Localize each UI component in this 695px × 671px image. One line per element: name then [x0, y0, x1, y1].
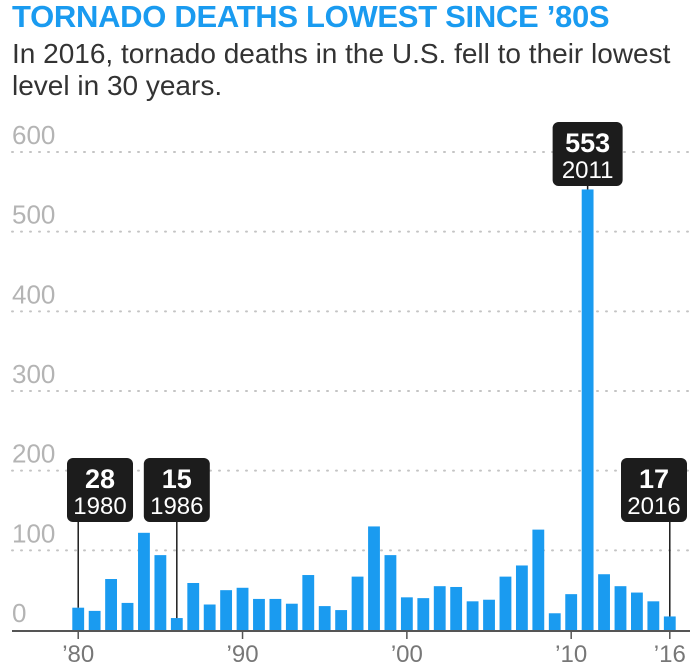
bar-1981 [88, 610, 101, 630]
bar-2012 [598, 574, 610, 630]
bar-1999 [384, 555, 397, 630]
callout-year: 2016 [627, 493, 680, 520]
bar-2011 [581, 189, 594, 630]
x-tick-label: ’00 [391, 641, 423, 668]
bar-2003 [450, 586, 463, 630]
y-tick-label: 300 [12, 359, 55, 389]
bar-1996 [335, 610, 348, 630]
bar-1982 [105, 579, 117, 630]
bar-1991 [253, 598, 265, 630]
x-tick-label: ’16 [654, 641, 686, 668]
bar-1985 [154, 555, 167, 630]
bar-2007 [515, 565, 528, 630]
x-tick-label: ’10 [555, 641, 587, 668]
bar-1984 [138, 532, 150, 630]
bar-1994 [302, 575, 315, 630]
callout-box [621, 458, 687, 522]
callout-year: 2011 [562, 157, 614, 184]
bar-2009 [548, 613, 561, 630]
bar-1989 [220, 590, 233, 630]
bars [72, 189, 676, 630]
bar-1983 [121, 602, 134, 630]
callout-year: 1986 [150, 493, 203, 520]
bar-1995 [318, 606, 331, 630]
bar-1980 [72, 607, 85, 630]
chart-title: TORNADO DEATHS LOWEST SINCE ’80S [12, 0, 610, 34]
bar-2005 [483, 599, 495, 630]
bar-2013 [614, 586, 627, 630]
bar-2008 [532, 529, 545, 630]
bar-2016 [663, 616, 676, 630]
bar-1990 [236, 587, 249, 630]
bar-2014 [631, 592, 643, 630]
x-axis-ticks: ’80 ’90 ’00 ’10 ’16 [62, 632, 686, 668]
callout-year: 1980 [73, 493, 126, 520]
x-tick-label: ’80 [62, 641, 94, 668]
bar-1997 [351, 576, 364, 630]
callout-value: 17 [639, 464, 669, 494]
bar-1993 [285, 603, 298, 630]
y-tick-label: 600 [12, 120, 55, 150]
bar-1998 [368, 526, 380, 630]
bar-2015 [647, 601, 660, 630]
bar-1992 [269, 598, 282, 630]
bar-2010 [565, 594, 578, 630]
callout-value: 15 [162, 464, 192, 494]
bar-2004 [466, 601, 479, 630]
callout-value: 553 [565, 128, 610, 158]
y-tick-label: 0 [12, 598, 26, 628]
y-tick-label: 200 [12, 439, 55, 469]
bar-1988 [203, 604, 216, 630]
bar-2006 [499, 576, 512, 630]
bar-2000 [400, 597, 413, 630]
chart-subtitle: In 2016, tornado deaths in the U.S. fell… [12, 38, 671, 101]
bar-1986 [170, 618, 183, 630]
x-tick-label: ’90 [227, 641, 259, 668]
y-tick-label: 100 [12, 518, 55, 548]
callout-box [552, 122, 623, 186]
bar-1987 [187, 582, 200, 630]
callout-box [143, 458, 210, 522]
y-tick-label: 500 [12, 200, 55, 230]
y-tick-label: 400 [12, 279, 55, 309]
bar-2001 [417, 598, 430, 630]
callout-value: 28 [85, 464, 115, 494]
callout-box [67, 458, 133, 522]
y-axis-ticks: 0 100 200 300 400 500 600 [12, 120, 55, 628]
bar-2002 [433, 586, 446, 630]
